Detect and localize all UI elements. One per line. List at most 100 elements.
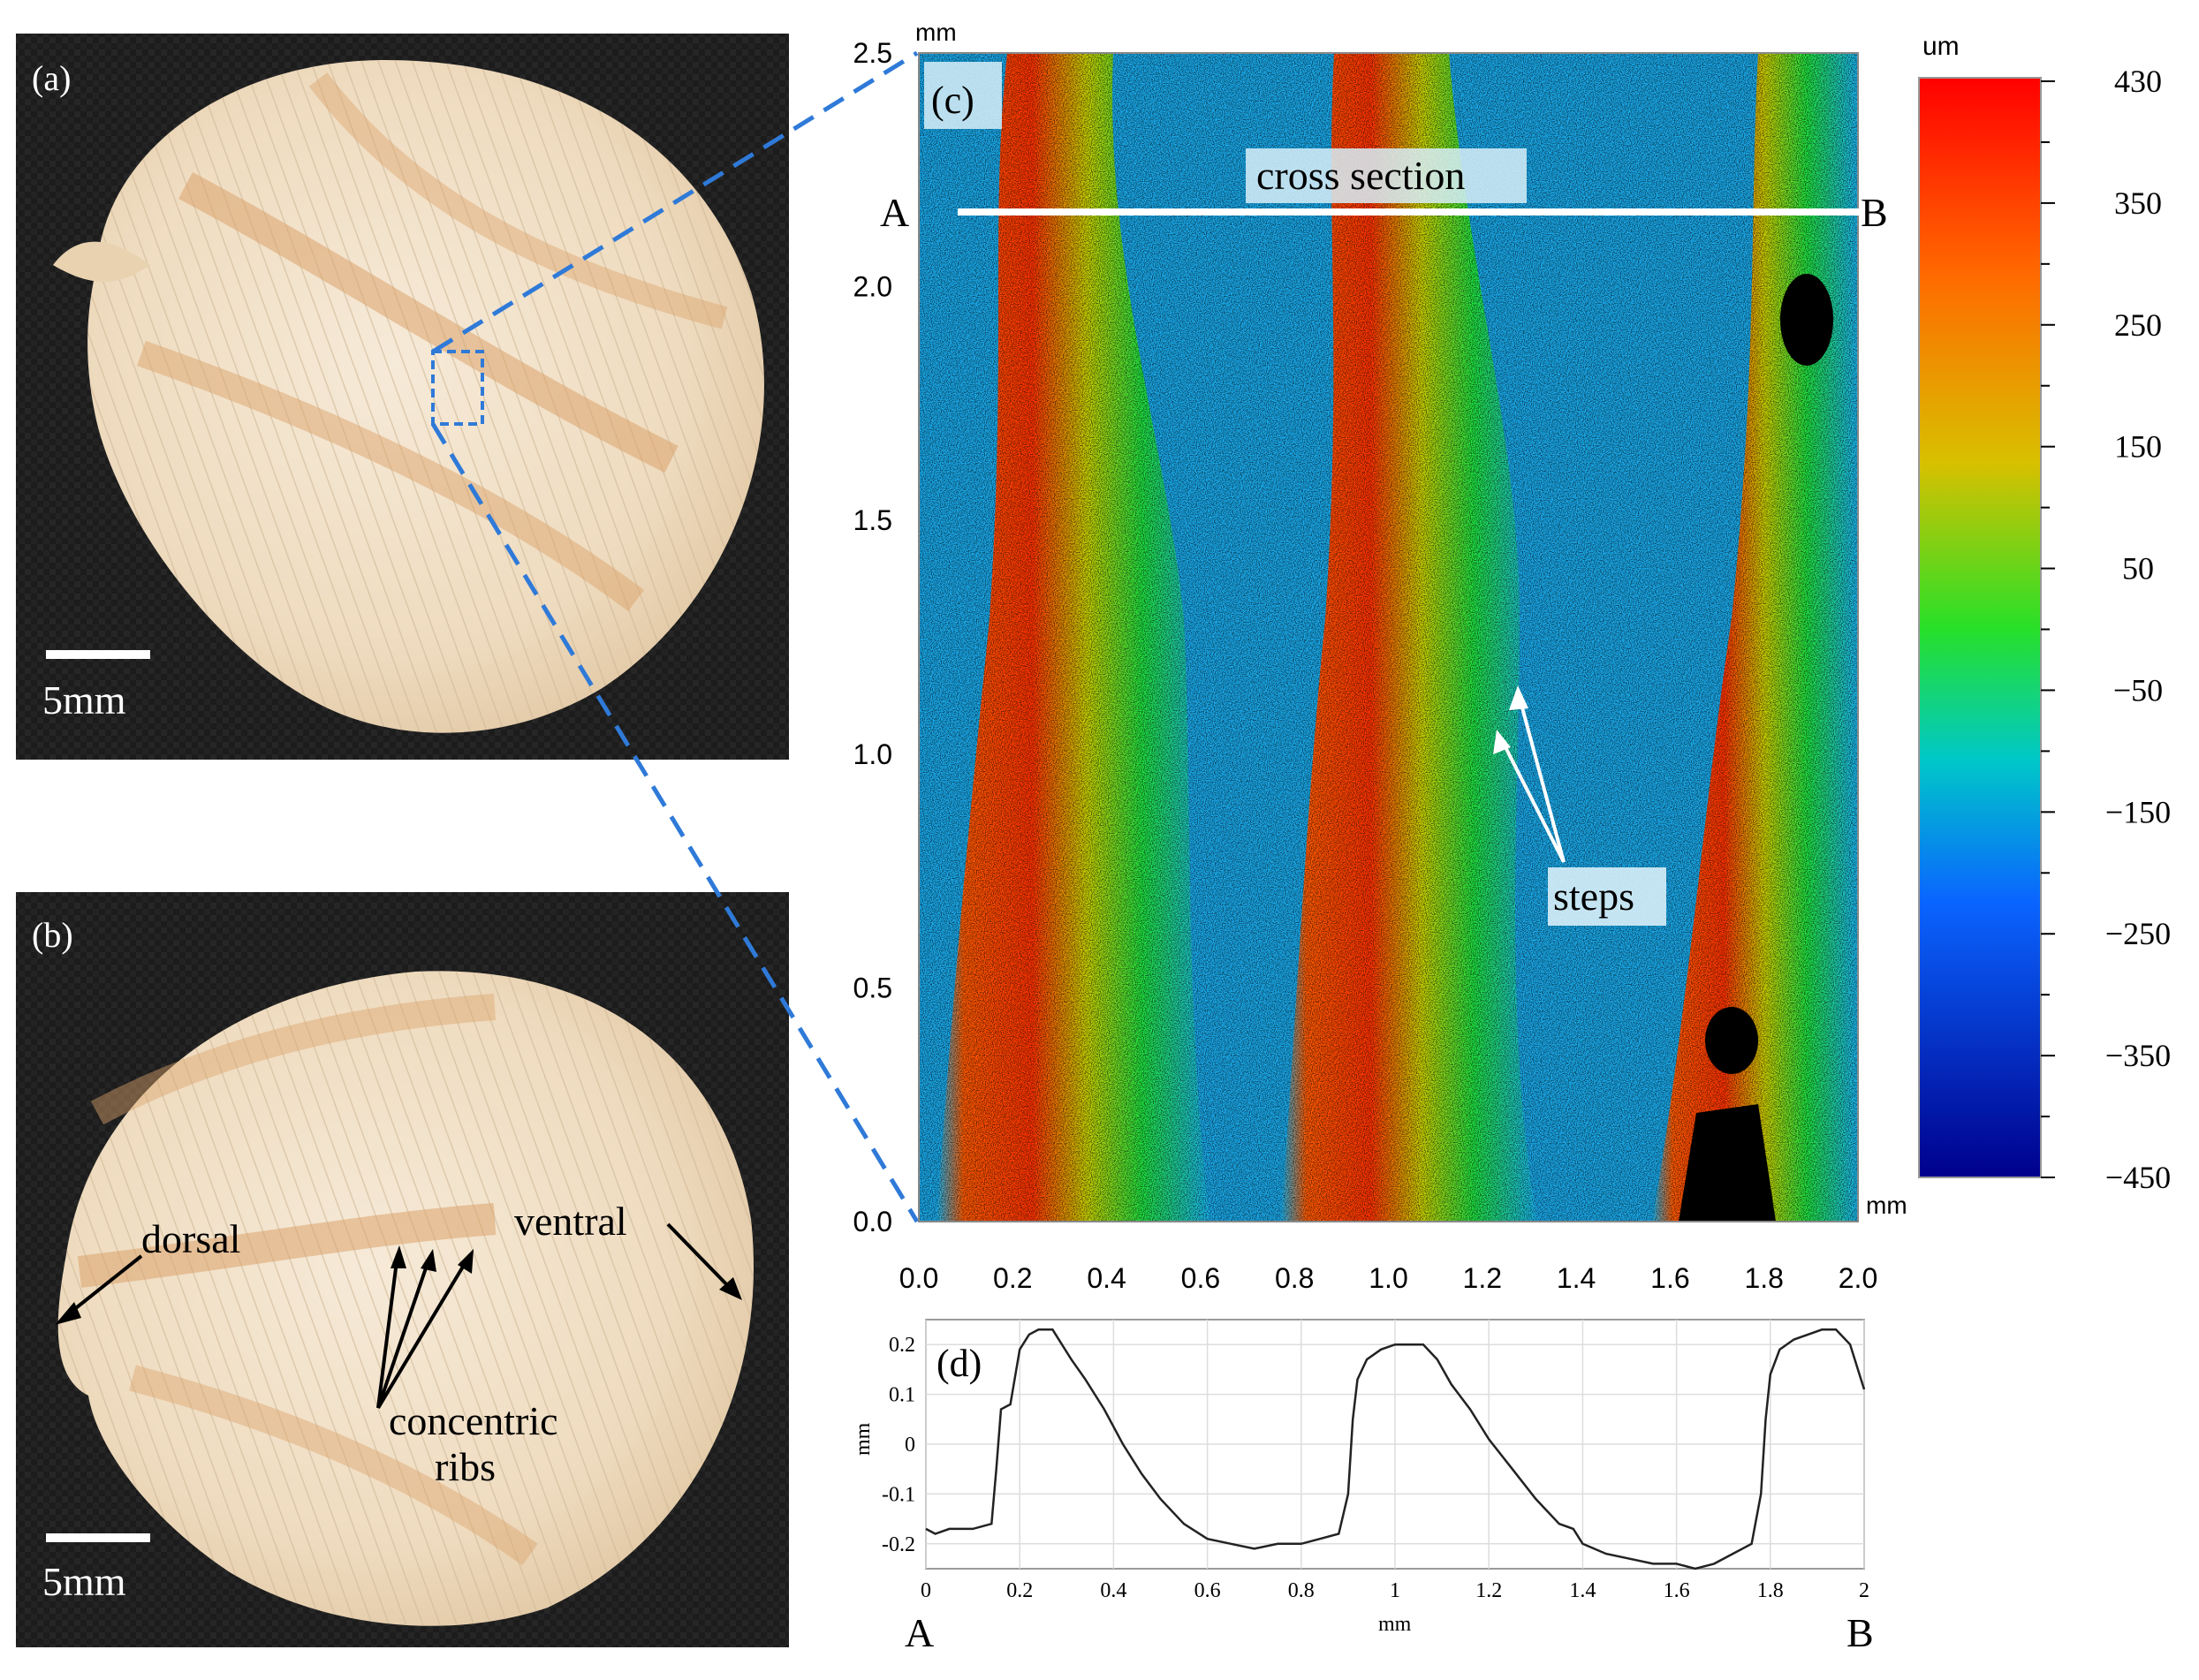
map-x-tick-label: 0.0	[899, 1262, 938, 1294]
map-y-tick-label: 0.0	[853, 1206, 892, 1237]
profile-xlabel: mm	[1378, 1613, 1412, 1636]
map-x-tick-label: 1.4	[1557, 1262, 1596, 1294]
profile-x-tick-label: 2	[1859, 1579, 1869, 1602]
map-y-tick-label: 1.0	[853, 738, 892, 770]
profile-y-tick-label: 0.2	[889, 1334, 915, 1357]
scale-bar-b	[46, 1533, 150, 1542]
rib-arrow-2	[376, 1257, 431, 1409]
map-x-tick-label: 1.2	[1463, 1262, 1502, 1294]
map-x-tick-label: 0.8	[1275, 1262, 1314, 1294]
colorbar-tick-label: 250	[2114, 307, 2162, 343]
panel-d: (d) 0.2 0.1 0 -0.1 -0.2 0 0.2 0.4 0.6 0.8 1 1.2 1.4…	[852, 1319, 1874, 1655]
profile-point-a: A	[905, 1610, 934, 1655]
map-y-tick-label: 1.5	[853, 504, 892, 536]
profile-y-tick-label: -0.1	[882, 1483, 915, 1506]
steps-label-bg	[1548, 867, 1666, 926]
map-x-ticks: 0.0 0.2 0.4 0.6 0.8 1.0 1.2 1.4 1.6 1.8 2.0	[899, 1262, 1877, 1294]
panel-c-label: (c)	[931, 79, 974, 122]
colorbar-tick-label: 150	[2114, 429, 2162, 465]
rib-arrowhead-1	[391, 1245, 406, 1268]
panel-a-label: (a)	[32, 58, 71, 98]
panel-c-label-bg	[924, 62, 1002, 129]
cross-section-label: cross section	[1256, 153, 1465, 198]
profile-x-tick-label: 0	[921, 1579, 931, 1602]
colorbar-tick-label: −250	[2105, 916, 2171, 951]
steps-arrowhead-1	[1493, 730, 1511, 754]
colorbar-tick-label: −50	[2113, 672, 2163, 708]
steps-arrow-2	[1518, 697, 1566, 863]
ventral-arrow	[666, 1222, 735, 1293]
cross-section-point-b: B	[1861, 190, 1888, 235]
map-x-tick-label: 1.0	[1369, 1262, 1407, 1294]
map-y-tick-label: 2.0	[853, 271, 892, 303]
shell-b	[57, 971, 754, 1626]
profile-y-tick-label: 0	[905, 1434, 915, 1457]
profile-x-tick-label: 0.6	[1194, 1579, 1221, 1602]
map-x-tick-label: 0.6	[1181, 1262, 1220, 1294]
profile-y-ticks: 0.2 0.1 0 -0.1 -0.2	[882, 1334, 915, 1556]
profile-point-b: B	[1846, 1610, 1874, 1655]
scale-bar-b-label: 5mm	[42, 1559, 126, 1604]
colorbar-tick-label: −350	[2105, 1038, 2171, 1073]
map-y-ticks: 0.0 0.5 1.0 1.5 2.0 2.5	[853, 37, 892, 1237]
rib-arrow-1	[376, 1253, 399, 1409]
panel-d-label: (d)	[936, 1342, 982, 1385]
profile-x-tick-label: 1.4	[1569, 1579, 1596, 1602]
shell-a	[53, 59, 764, 733]
scale-bar-a	[46, 650, 150, 659]
zoom-box	[431, 350, 484, 426]
panel-a: (a) 5mm	[16, 34, 789, 760]
rib-arrow-3	[376, 1256, 470, 1410]
profile-x-tick-label: 1.6	[1664, 1579, 1690, 1602]
map-unit-right: mm	[1866, 1192, 1907, 1219]
colorbar	[1918, 77, 2042, 1178]
profile-line	[925, 1328, 1866, 1570]
profile-ylabel: mm	[852, 1422, 875, 1456]
profile-x-tick-label: 1.8	[1757, 1579, 1784, 1602]
panel-c: (c) cross section A B steps mm mm 0.0 0.5…	[853, 19, 2172, 1294]
height-map	[919, 53, 1858, 1222]
colorbar-tick-label: 350	[2114, 185, 2162, 221]
profile-x-tick-label: 0.2	[1006, 1579, 1033, 1602]
steps-arrowhead-2	[1509, 685, 1528, 710]
colorbar-ticks: 430 350 250 150 50 −50 −150 −250 −350 −450	[2041, 64, 2171, 1195]
panel-b: (b) dorsal ventral concentric ribs 5mm	[16, 892, 789, 1647]
colorbar-unit: um	[1922, 32, 1960, 61]
map-x-tick-label: 0.2	[993, 1262, 1032, 1294]
map-x-tick-label: 0.4	[1087, 1262, 1126, 1294]
colorbar-tick-label: 430	[2114, 64, 2162, 99]
steps-label: steps	[1553, 874, 1634, 919]
zoom-line-bottom	[430, 422, 920, 1223]
map-x-tick-label: 1.8	[1744, 1262, 1783, 1294]
profile-x-tick-label: 0.8	[1288, 1579, 1315, 1602]
map-y-tick-label: 2.5	[853, 37, 892, 69]
ventral-arrowhead	[719, 1277, 742, 1300]
ventral-label: ventral	[514, 1199, 627, 1244]
cross-section-label-bg	[1246, 148, 1527, 203]
profile-x-tick-label: 1	[1390, 1579, 1400, 1602]
ribs-label-line1: concentric	[389, 1398, 558, 1443]
dorsal-arrowhead	[55, 1302, 81, 1325]
scale-bar-a-label: 5mm	[42, 677, 126, 723]
colorbar-tick-label: −450	[2105, 1160, 2171, 1195]
profile-y-tick-label: -0.2	[882, 1533, 915, 1556]
map-frame	[918, 52, 1859, 1222]
profile-x-tick-label: 0.4	[1100, 1579, 1126, 1602]
profile-y-tick-label: 0.1	[889, 1384, 915, 1407]
colorbar-tick-label: −150	[2105, 794, 2171, 829]
map-unit-top: mm	[915, 19, 957, 46]
cross-section-point-a: A	[880, 190, 909, 235]
zoom-line-top	[431, 50, 919, 354]
profile-x-ticks: 0 0.2 0.4 0.6 0.8 1 1.2 1.4 1.6 1.8 2	[921, 1579, 1869, 1602]
profile-x-tick-label: 1.2	[1475, 1579, 1502, 1602]
map-x-tick-label: 2.0	[1839, 1262, 1877, 1294]
colorbar-tick-label: 50	[2122, 551, 2154, 586]
dorsal-label: dorsal	[141, 1216, 240, 1261]
map-x-tick-label: 1.6	[1650, 1262, 1689, 1294]
panel-b-label: (b)	[32, 915, 73, 955]
rib-arrowhead-3	[458, 1249, 474, 1274]
rib-arrowhead-2	[421, 1249, 436, 1272]
ribs-label-line2: ribs	[435, 1444, 496, 1489]
steps-arrow-1	[1500, 739, 1566, 863]
